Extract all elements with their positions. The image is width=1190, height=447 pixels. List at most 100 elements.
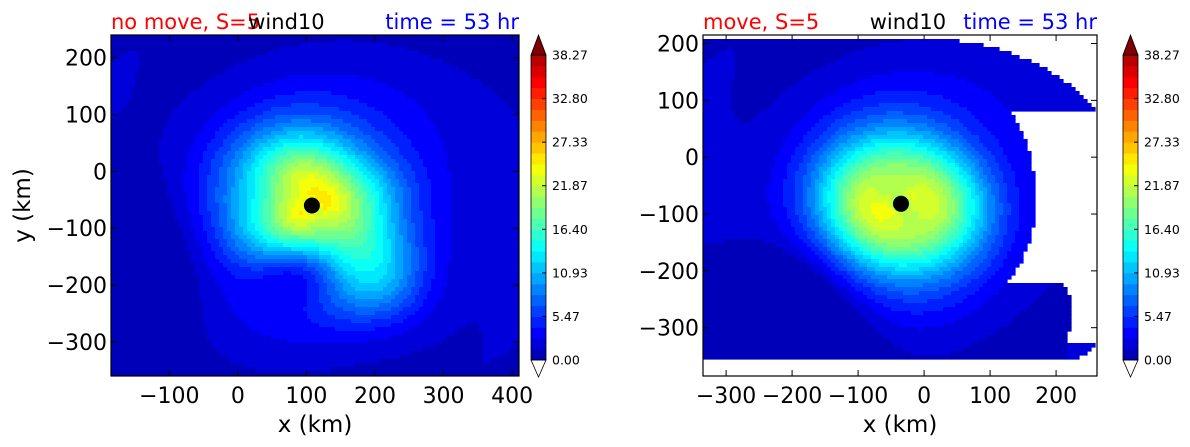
colorbar-tick-label: 16.40 xyxy=(552,222,588,237)
colorbar-frame xyxy=(1122,54,1139,361)
y-tick-label: 0 xyxy=(685,146,699,171)
panel-2: −300 −200 −100 0 100 2002001000−100−200−300x … xyxy=(639,10,1180,438)
colorbar-segment xyxy=(531,305,546,317)
colorbar-segment xyxy=(531,327,546,339)
colorbar-segment xyxy=(1123,349,1138,361)
colorbar-tick-label: 5.47 xyxy=(1144,309,1172,324)
colorbar-segment xyxy=(531,272,546,285)
contour-field xyxy=(703,39,1096,360)
colorbar-segment xyxy=(1123,109,1138,121)
y-tick-label: −200 xyxy=(639,260,699,285)
colorbar: 0.00 5.47 10.93 16.40 21.87 27.33 32.80 38.27 xyxy=(1122,33,1180,378)
x-tick-label: 200 xyxy=(1035,384,1077,409)
colorbar-extend-max xyxy=(530,33,547,56)
y-tick-label: 200 xyxy=(657,33,699,58)
colorbar-tick-label: 0.00 xyxy=(1144,353,1172,368)
title-center: wind10 xyxy=(870,10,946,34)
x-tick-label: 100 xyxy=(285,384,327,409)
x-tick-label: 300 xyxy=(423,384,465,409)
colorbar-extend-min xyxy=(530,359,547,378)
colorbar-segment xyxy=(531,316,546,328)
colorbar-segment xyxy=(1123,261,1138,274)
y-tick-label: 200 xyxy=(65,47,107,72)
colorbar-segment xyxy=(531,338,546,350)
colorbar-segment xyxy=(531,153,546,165)
panel-1: −100 0 100 200 300 400 200 100 0 −100 −200 −300 x (k… xyxy=(10,10,588,438)
plot-frame xyxy=(110,34,520,377)
colorbar-tick-label: 32.80 xyxy=(1144,91,1180,106)
colorbar-segment xyxy=(1123,55,1138,67)
colorbar-segment xyxy=(1123,294,1138,307)
colorbar-tick-label: 21.87 xyxy=(1144,178,1180,193)
colorbar-segment xyxy=(1123,142,1138,154)
title-left: move, S=5 xyxy=(703,10,819,34)
y-tick-label: −100 xyxy=(639,203,699,228)
colorbar-segment xyxy=(531,240,546,252)
colorbar-frame xyxy=(530,54,547,361)
colorbar-tick-label: 5.47 xyxy=(552,309,580,324)
colorbar-tick-label: 27.33 xyxy=(552,135,588,150)
colorbar-segment xyxy=(1123,98,1138,110)
x-tick-label: 0 xyxy=(231,384,245,409)
title-center: wind10 xyxy=(248,10,324,34)
colorbar-segment xyxy=(531,163,546,176)
colorbar-segment xyxy=(1123,229,1138,241)
x-axis-label: x (km) xyxy=(863,412,938,438)
colorbar-segment xyxy=(531,261,546,274)
x-tick-label: 0 xyxy=(917,384,931,409)
y-axis-label: y (km) xyxy=(10,168,36,243)
colorbar-segment xyxy=(531,131,546,143)
colorbar-segment xyxy=(1123,185,1138,198)
colorbar-segment xyxy=(531,142,546,154)
colorbar-segment xyxy=(1123,174,1138,187)
title-left: no move, S=5 xyxy=(111,10,260,34)
y-tick-label: 0 xyxy=(93,160,107,185)
colorbar-segment xyxy=(531,196,546,208)
colorbar-tick-label: 38.27 xyxy=(552,48,588,63)
x-tick-label: −100 xyxy=(828,384,888,409)
storm-center-marker xyxy=(892,195,909,212)
colorbar-segment xyxy=(531,185,546,198)
colorbar-extend-max xyxy=(1122,33,1139,56)
colorbar-segment xyxy=(531,283,546,296)
colorbar-segment xyxy=(1123,218,1138,230)
x-tick-label: −300 xyxy=(696,384,756,409)
y-tick-label: 100 xyxy=(65,104,107,129)
colorbar-tick-label: 16.40 xyxy=(1144,222,1180,237)
x-tick-label: −100 xyxy=(139,384,199,409)
x-tick-label: 200 xyxy=(354,384,396,409)
colorbar-segment xyxy=(531,120,546,132)
x-axis-label: x (km) xyxy=(278,412,353,438)
colorbar-tick-label: 27.33 xyxy=(1144,135,1180,150)
colorbar-segment xyxy=(531,55,546,67)
x-tick-label: −200 xyxy=(762,384,822,409)
colorbar-segment xyxy=(531,349,546,361)
colorbar-segment xyxy=(531,87,546,100)
colorbar-tick-label: 10.93 xyxy=(1144,265,1180,280)
colorbar-segment xyxy=(1123,207,1138,219)
colorbar-tick-label: 38.27 xyxy=(1144,48,1180,63)
colorbar-segment xyxy=(531,207,546,219)
colorbar-tick-label: 32.80 xyxy=(552,91,588,106)
colorbar-segment xyxy=(1123,338,1138,350)
colorbar-segment xyxy=(1123,305,1138,317)
y-tick-label: −300 xyxy=(639,317,699,342)
colorbar-segment xyxy=(531,109,546,121)
title-right: time = 53 hr xyxy=(963,10,1097,34)
colorbar-segment xyxy=(531,229,546,241)
colorbar-segment xyxy=(531,76,546,89)
plot-frame xyxy=(702,34,1098,377)
colorbar-segment xyxy=(1123,272,1138,285)
colorbar-segment xyxy=(1123,120,1138,132)
colorbar-segment xyxy=(1123,316,1138,328)
colorbar-segment xyxy=(531,218,546,230)
colorbar-segment xyxy=(1123,240,1138,252)
y-tick-label: −100 xyxy=(47,217,107,242)
contour-field xyxy=(111,35,519,376)
colorbar-segment xyxy=(1123,76,1138,89)
y-tick-label: −300 xyxy=(47,331,107,356)
y-tick-label: 100 xyxy=(657,89,699,114)
colorbar-extend-min xyxy=(1122,359,1139,378)
colorbar-segment xyxy=(531,251,546,263)
